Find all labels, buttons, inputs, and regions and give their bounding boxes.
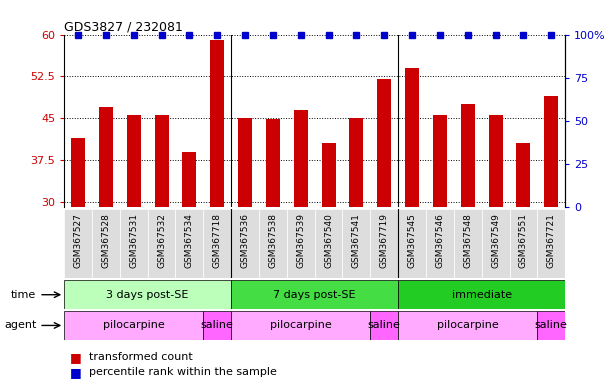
Text: GSM367718: GSM367718 bbox=[213, 213, 222, 268]
Text: GSM367540: GSM367540 bbox=[324, 213, 333, 268]
Bar bbox=[489, 115, 502, 207]
Bar bbox=[210, 40, 224, 207]
Text: 7 days post-SE: 7 days post-SE bbox=[273, 290, 356, 300]
FancyBboxPatch shape bbox=[148, 209, 175, 278]
Text: GSM367527: GSM367527 bbox=[73, 213, 82, 268]
Bar bbox=[99, 107, 113, 207]
Bar bbox=[321, 143, 335, 207]
FancyBboxPatch shape bbox=[426, 209, 454, 278]
FancyBboxPatch shape bbox=[259, 209, 287, 278]
FancyBboxPatch shape bbox=[231, 280, 398, 309]
Text: GSM367549: GSM367549 bbox=[491, 213, 500, 268]
FancyBboxPatch shape bbox=[175, 209, 203, 278]
FancyBboxPatch shape bbox=[481, 209, 510, 278]
Text: GSM367528: GSM367528 bbox=[101, 213, 111, 268]
FancyBboxPatch shape bbox=[315, 209, 343, 278]
FancyBboxPatch shape bbox=[203, 209, 231, 278]
FancyBboxPatch shape bbox=[64, 209, 92, 278]
Text: transformed count: transformed count bbox=[89, 352, 192, 362]
Text: ■: ■ bbox=[70, 351, 82, 364]
Bar bbox=[127, 115, 141, 207]
Bar bbox=[294, 110, 308, 207]
FancyBboxPatch shape bbox=[510, 209, 537, 278]
FancyBboxPatch shape bbox=[370, 209, 398, 278]
Bar bbox=[378, 79, 391, 207]
Bar bbox=[266, 119, 280, 207]
FancyBboxPatch shape bbox=[64, 280, 231, 309]
FancyBboxPatch shape bbox=[398, 209, 426, 278]
Text: GSM367541: GSM367541 bbox=[352, 213, 361, 268]
FancyBboxPatch shape bbox=[203, 311, 231, 340]
Bar bbox=[238, 118, 252, 207]
FancyBboxPatch shape bbox=[64, 311, 203, 340]
Text: GSM367548: GSM367548 bbox=[463, 213, 472, 268]
FancyBboxPatch shape bbox=[231, 209, 259, 278]
Text: pilocarpine: pilocarpine bbox=[437, 320, 499, 331]
FancyBboxPatch shape bbox=[231, 311, 370, 340]
Bar bbox=[349, 118, 364, 207]
Text: GSM367532: GSM367532 bbox=[157, 213, 166, 268]
FancyBboxPatch shape bbox=[537, 311, 565, 340]
Text: GSM367546: GSM367546 bbox=[436, 213, 444, 268]
Text: GSM367531: GSM367531 bbox=[130, 213, 138, 268]
Bar bbox=[71, 138, 85, 207]
Text: pilocarpine: pilocarpine bbox=[270, 320, 332, 331]
Text: saline: saline bbox=[368, 320, 401, 331]
Text: saline: saline bbox=[535, 320, 568, 331]
Text: GSM367721: GSM367721 bbox=[547, 213, 556, 268]
Text: GSM367719: GSM367719 bbox=[380, 213, 389, 268]
Text: ■: ■ bbox=[70, 366, 82, 379]
FancyBboxPatch shape bbox=[287, 209, 315, 278]
FancyBboxPatch shape bbox=[398, 280, 565, 309]
Text: GSM367539: GSM367539 bbox=[296, 213, 306, 268]
Bar bbox=[433, 115, 447, 207]
Text: pilocarpine: pilocarpine bbox=[103, 320, 164, 331]
Bar bbox=[155, 115, 169, 207]
Text: GSM367534: GSM367534 bbox=[185, 213, 194, 268]
FancyBboxPatch shape bbox=[537, 209, 565, 278]
Text: GSM367545: GSM367545 bbox=[408, 213, 417, 268]
Text: GSM367536: GSM367536 bbox=[241, 213, 249, 268]
Text: percentile rank within the sample: percentile rank within the sample bbox=[89, 367, 276, 377]
Text: GSM367551: GSM367551 bbox=[519, 213, 528, 268]
Text: GSM367538: GSM367538 bbox=[268, 213, 277, 268]
Text: 3 days post-SE: 3 days post-SE bbox=[106, 290, 189, 300]
Text: saline: saline bbox=[201, 320, 233, 331]
FancyBboxPatch shape bbox=[398, 311, 537, 340]
Bar bbox=[405, 68, 419, 207]
Text: GDS3827 / 232081: GDS3827 / 232081 bbox=[64, 20, 183, 33]
Bar bbox=[544, 96, 558, 207]
FancyBboxPatch shape bbox=[92, 209, 120, 278]
FancyBboxPatch shape bbox=[370, 311, 398, 340]
FancyBboxPatch shape bbox=[454, 209, 481, 278]
FancyBboxPatch shape bbox=[343, 209, 370, 278]
Bar bbox=[183, 152, 196, 207]
Text: immediate: immediate bbox=[452, 290, 512, 300]
Bar bbox=[516, 143, 530, 207]
Text: agent: agent bbox=[4, 320, 36, 331]
Text: time: time bbox=[11, 290, 36, 300]
FancyBboxPatch shape bbox=[120, 209, 148, 278]
Bar bbox=[461, 104, 475, 207]
